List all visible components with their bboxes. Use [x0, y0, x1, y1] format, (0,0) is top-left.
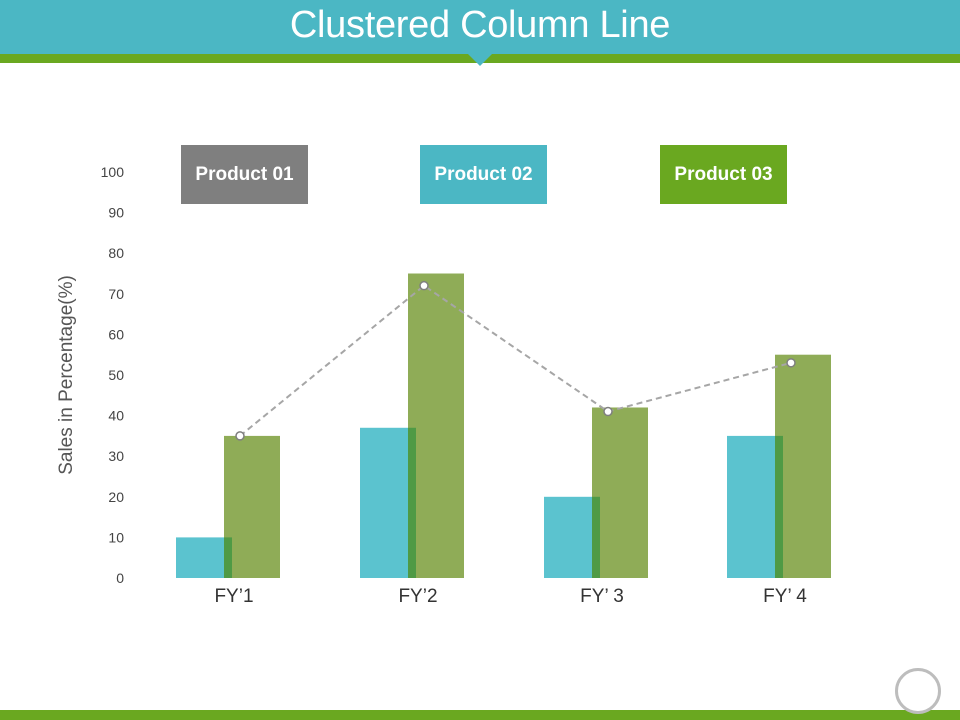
x-tick-label: FY’ 3 [580, 586, 624, 607]
x-tick-label: FY’2 [398, 586, 437, 607]
legend-product-01: Product 01 [181, 145, 308, 204]
nav-circle-button[interactable] [895, 668, 941, 714]
y-tick-label: 10 [108, 529, 124, 545]
header-notch [468, 54, 492, 66]
bar-product-03 [408, 273, 464, 578]
legend-product-02: Product 02 [420, 145, 547, 204]
legend-product-03: Product 03 [660, 145, 787, 204]
bar-product-02 [360, 427, 416, 578]
footer-stripe [0, 710, 960, 720]
y-tick-label: 50 [108, 367, 124, 383]
line-point-product-01 [603, 406, 613, 417]
bar-overlap [224, 537, 232, 578]
y-tick-label: 40 [108, 408, 124, 424]
line-point-product-01 [786, 358, 796, 368]
y-tick-label: 80 [108, 245, 124, 261]
bar-product-03 [775, 354, 831, 578]
bar-overlap [775, 435, 783, 578]
y-tick-label: 0 [116, 570, 124, 586]
y-tick-label: 60 [108, 326, 124, 342]
line-point-product-01 [419, 280, 429, 291]
page-title: Clustered Column Line [289, 4, 671, 46]
bar-product-02 [727, 435, 783, 578]
bar-product-02 [544, 496, 600, 578]
y-tick-label: 100 [101, 164, 125, 180]
x-tick-label: FY’1 [214, 586, 253, 607]
x-tick-label: FY’ 4 [763, 586, 807, 607]
line-product-01 [239, 284, 792, 437]
header-bar [0, 0, 960, 54]
y-tick-label: 30 [108, 448, 124, 464]
y-tick-label: 70 [108, 286, 124, 302]
bar-product-03 [592, 407, 648, 578]
line-point-product-01 [235, 431, 245, 441]
y-tick-label: 20 [108, 489, 124, 505]
y-axis-label: Sales in Percentage(%) [56, 275, 77, 475]
bar-overlap [592, 496, 600, 578]
y-tick-label: 90 [108, 205, 124, 221]
bar-product-03 [224, 435, 280, 578]
bar-product-02 [176, 537, 232, 578]
bar-overlap [408, 427, 416, 578]
